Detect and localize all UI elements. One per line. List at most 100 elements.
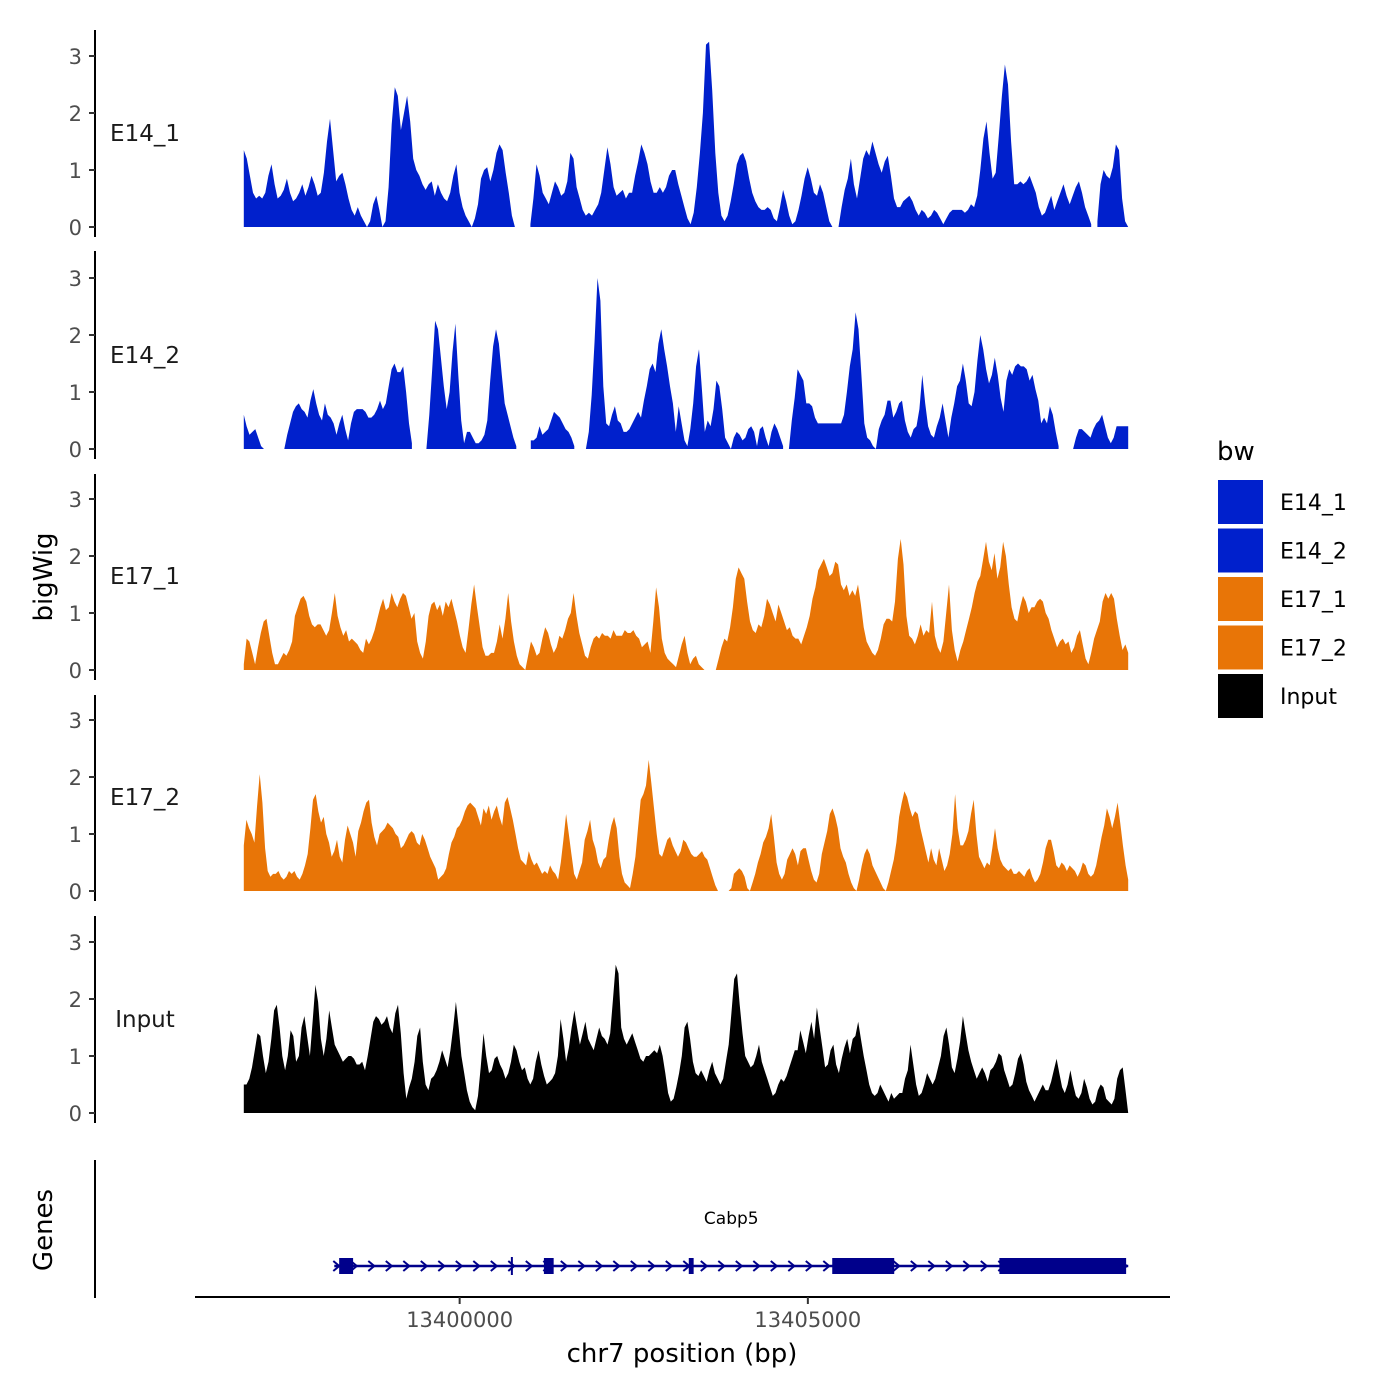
strand-chevron — [822, 1260, 831, 1272]
track-label: E17_1 — [110, 564, 180, 590]
strand-chevron — [630, 1260, 639, 1272]
strand-chevron — [787, 1260, 796, 1272]
legend-key-E14_2 — [1218, 528, 1263, 573]
legend-key-E14_1 — [1218, 480, 1263, 524]
signal-area-E14_2 — [284, 363, 412, 449]
legend-key-Input — [1218, 674, 1263, 718]
strand-chevron — [647, 1260, 656, 1272]
signal-area-E14_2 — [585, 278, 784, 449]
exon-block — [832, 1258, 895, 1274]
signal-area-E14_1 — [838, 64, 1092, 227]
signal-area-E14_2 — [1073, 414, 1129, 449]
legend-label: Input — [1280, 685, 1337, 710]
y-tick-label: 3 — [69, 931, 82, 955]
y-tick-label: 1 — [69, 602, 82, 626]
signal-area-E17_2 — [243, 759, 719, 891]
signal-area-E14_2 — [530, 411, 575, 449]
track-label: Input — [115, 1007, 175, 1033]
track-label: E14_1 — [110, 121, 180, 147]
strand-chevron — [472, 1260, 481, 1272]
strand-chevron — [385, 1260, 394, 1272]
strand-chevron — [490, 1260, 499, 1272]
tracks-group: 0 1 2 3 E14_1 0 1 2 3 E14_2 0 1 2 3 E17_1 0 1 2 3 E17_2 0 1 2 3… — [69, 30, 1129, 1126]
strand-chevron — [455, 1260, 464, 1272]
signal-area-E14_2 — [243, 414, 264, 449]
exon-block — [543, 1258, 554, 1274]
strand-chevron — [752, 1260, 761, 1272]
y-tick-label: 1 — [69, 823, 82, 847]
y-tick-label: 0 — [69, 880, 82, 904]
y-tick-label: 1 — [69, 381, 82, 405]
y-tick-label: 0 — [69, 438, 82, 462]
y-tick-label: 0 — [69, 1102, 82, 1126]
strand-chevron — [717, 1260, 726, 1272]
legend-key-E17_2 — [1218, 625, 1263, 670]
strand-chevron — [980, 1260, 989, 1272]
strand-chevron — [367, 1260, 376, 1272]
y-tick-label: 2 — [69, 766, 82, 790]
track-Input: 0 1 2 3 Input — [69, 916, 1129, 1126]
track-label: E17_2 — [110, 785, 180, 811]
strand-chevron — [805, 1260, 814, 1272]
legend-title: bw — [1217, 437, 1255, 467]
strand-chevron — [700, 1260, 709, 1272]
track-E14_2: 0 1 2 3 E14_2 — [69, 251, 1129, 462]
legend: bw E14_1 E14_2 E17_1 E17_2 Input — [1217, 437, 1347, 718]
strand-chevron — [735, 1260, 744, 1272]
legend-label: E17_1 — [1280, 588, 1347, 613]
strand-chevron — [892, 1260, 901, 1272]
legend-label: E17_2 — [1280, 637, 1347, 662]
strand-chevron — [962, 1260, 971, 1272]
y-tick-label: 2 — [69, 545, 82, 569]
track-E14_1: 0 1 2 3 E14_1 — [69, 30, 1129, 240]
exon-block — [999, 1258, 1127, 1274]
gene-Cabp5: Cabp5 — [332, 1209, 1129, 1275]
y-tick-label: 2 — [69, 324, 82, 348]
strand-chevron — [577, 1260, 586, 1272]
exon-block — [339, 1258, 354, 1274]
strand-chevron — [770, 1260, 779, 1272]
y-tick-label: 3 — [69, 709, 82, 733]
strand-chevron — [612, 1260, 621, 1272]
track-label: E14_2 — [110, 343, 180, 369]
strand-chevron — [420, 1260, 429, 1272]
strand-chevron — [945, 1260, 954, 1272]
x-axis-title: chr7 position (bp) — [567, 1339, 798, 1369]
signal-area-Input — [243, 964, 1129, 1113]
legend-label: E14_1 — [1280, 491, 1347, 516]
track-E17_1: 0 1 2 3 E17_1 — [69, 474, 1129, 683]
signal-area-E17_1 — [715, 538, 1129, 670]
signal-area-E17_1 — [243, 584, 705, 670]
signal-area-E14_2 — [788, 312, 1059, 449]
x-tick-label: 13400000 — [406, 1308, 513, 1332]
strand-chevron — [437, 1260, 446, 1272]
strand-chevron — [560, 1260, 569, 1272]
track-E17_2: 0 1 2 3 E17_2 — [69, 695, 1129, 904]
y-axis-title: bigWig — [29, 532, 59, 621]
y-tick-label: 0 — [69, 216, 82, 240]
strand-chevron — [910, 1260, 919, 1272]
gene-name-label: Cabp5 — [704, 1209, 759, 1229]
strand-chevron — [525, 1260, 534, 1272]
strand-chevron — [507, 1260, 516, 1272]
y-tick-label: 1 — [69, 159, 82, 183]
legend-key-E17_1 — [1218, 577, 1263, 621]
genes-axis-title: Genes — [29, 1189, 59, 1271]
x-axis: 13400000 13405000 — [195, 1296, 1170, 1332]
signal-area-E14_1 — [530, 41, 833, 227]
signal-area-E14_1 — [1097, 144, 1129, 227]
y-tick-label: 3 — [69, 488, 82, 512]
y-tick-label: 0 — [69, 659, 82, 683]
y-tick-label: 3 — [69, 45, 82, 69]
y-tick-label: 2 — [69, 988, 82, 1012]
genes-panel: Cabp5 — [94, 1160, 1129, 1298]
strand-chevron — [665, 1260, 674, 1272]
x-tick-label: 13405000 — [754, 1308, 861, 1332]
y-tick-label: 2 — [69, 102, 82, 126]
y-tick-label: 3 — [69, 267, 82, 291]
strand-chevron — [595, 1260, 604, 1272]
legend-label: E14_2 — [1280, 540, 1347, 565]
signal-area-E14_1 — [243, 87, 515, 227]
strand-chevron — [402, 1260, 411, 1272]
